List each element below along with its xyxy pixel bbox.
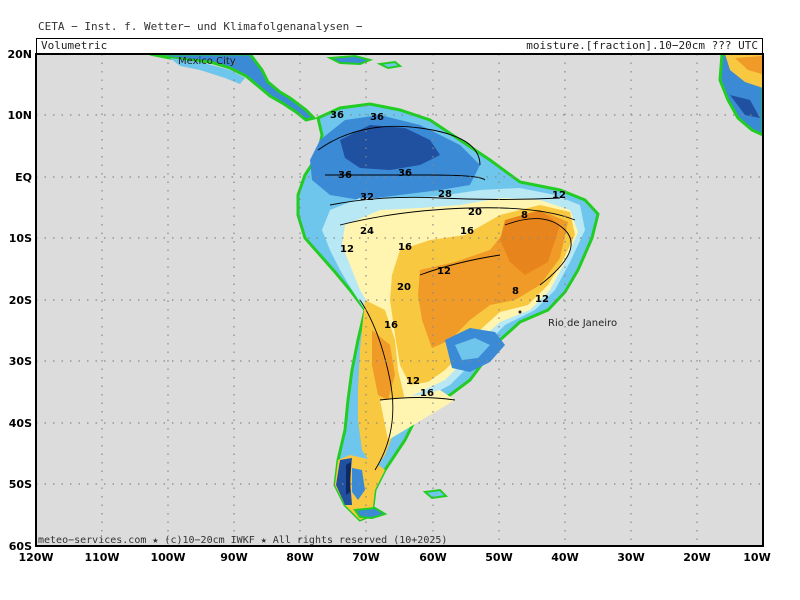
lon-tick-label: 80W — [286, 551, 313, 564]
central-america-land — [149, 54, 317, 122]
variable-label: Volumetric — [41, 39, 108, 52]
contour-label: 8 — [512, 286, 519, 297]
city-marker — [518, 310, 522, 314]
lat-tick-label: EQ — [15, 171, 32, 184]
lon-tick-label: 60W — [419, 551, 446, 564]
contour-label: 16 — [384, 320, 398, 331]
lon-tick-label: 50W — [485, 551, 512, 564]
lon-tick-label: 70W — [352, 551, 379, 564]
contour-label: 20 — [397, 282, 411, 293]
lat-tick-label: 40S — [9, 417, 32, 430]
lon-tick-label: 10W — [743, 551, 770, 564]
lat-tick-label: 10N — [7, 109, 32, 122]
lat-tick-label: 30S — [9, 355, 32, 368]
lat-tick-label: 20S — [9, 294, 32, 307]
lon-tick-label: 30W — [617, 551, 644, 564]
contour-label: 12 — [340, 244, 354, 255]
lon-tick-label: 120W — [18, 551, 53, 564]
contour-label: 20 — [468, 207, 482, 218]
contour-label: 8 — [521, 210, 528, 221]
city-label-mexico-city: Mexico City — [178, 56, 236, 67]
contour-label: 12 — [552, 190, 566, 201]
lat-tick-label: 50S — [9, 478, 32, 491]
map-frame — [35, 53, 764, 547]
contour-label: 36 — [338, 170, 352, 181]
lat-tick-label: 10S — [9, 232, 32, 245]
contour-label: 36 — [398, 168, 412, 179]
contour-label: 36 — [330, 110, 344, 121]
city-label-rio: Rio de Janeiro — [548, 318, 617, 329]
lon-tick-label: 110W — [84, 551, 119, 564]
chart-title: CETA − Inst. f. Wetter− und Klimafolgena… — [38, 20, 363, 33]
contour-label: 28 — [438, 189, 452, 200]
contour-label: 12 — [437, 266, 451, 277]
lat-tick-label: 20N — [7, 48, 32, 61]
contour-label: 32 — [360, 192, 374, 203]
contour-label: 12 — [535, 294, 549, 305]
contour-label: 24 — [360, 226, 374, 237]
lat-tick-label: 60S — [9, 540, 32, 553]
contour-label: 16 — [460, 226, 474, 237]
contour-label: 12 — [406, 376, 420, 387]
lon-tick-label: 100W — [150, 551, 185, 564]
lon-tick-label: 40W — [551, 551, 578, 564]
contour-label: 16 — [398, 242, 412, 253]
contour-label: 36 — [370, 112, 384, 123]
lon-tick-label: 20W — [683, 551, 710, 564]
copyright-footer: meteo−services.com ★ (c)10−20cm IWKF ★ A… — [38, 535, 448, 546]
lon-tick-label: 90W — [220, 551, 247, 564]
variable-units-label: moisture.[fraction].10−20cm ??? UTC — [526, 39, 758, 52]
contour-label: 16 — [420, 388, 434, 399]
